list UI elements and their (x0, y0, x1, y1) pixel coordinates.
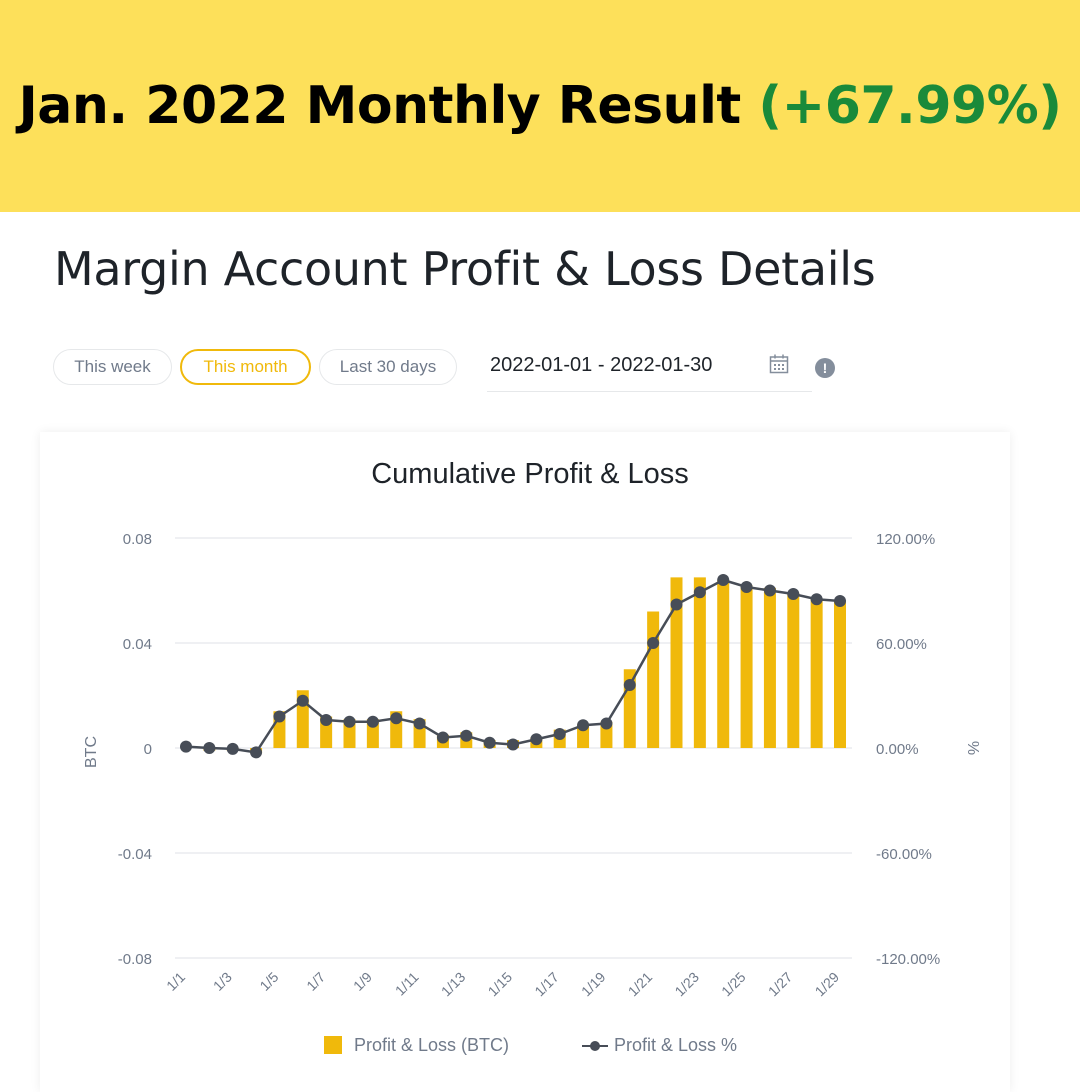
calendar-icon[interactable] (769, 354, 789, 374)
line-point[interactable] (296, 694, 309, 707)
line-point[interactable] (366, 715, 379, 728)
y-tick-label: 0.08 (123, 531, 152, 548)
x-tick-label: 1/1 (163, 969, 188, 994)
line-point[interactable] (436, 731, 449, 744)
x-tick-label: 1/21 (625, 969, 656, 1000)
x-tick-label: 1/3 (210, 969, 235, 994)
header-banner: Jan. 2022 Monthly Result (+67.99%) (0, 0, 1080, 212)
line-point[interactable] (787, 588, 800, 600)
line-point[interactable] (507, 738, 519, 751)
y2-tick-label: 60.00% (876, 636, 927, 653)
x-tick-label: 1/11 (392, 969, 422, 999)
bar[interactable] (693, 577, 706, 748)
line-point[interactable] (203, 742, 216, 754)
y2-tick-label: -120.00% (876, 951, 940, 968)
y2-axis-label: % (964, 741, 981, 755)
chart-title: Cumulative Profit & Loss (371, 458, 689, 490)
x-tick-label: 1/23 (671, 969, 702, 1000)
chart-card (40, 432, 1010, 1092)
line-point[interactable] (390, 712, 403, 725)
line-point[interactable] (226, 742, 239, 755)
line-point[interactable] (693, 586, 706, 599)
bar[interactable] (670, 577, 683, 748)
line-point[interactable] (320, 714, 333, 726)
y2-tick-label: 120.00% (876, 531, 935, 548)
line-point[interactable] (577, 719, 590, 732)
y-tick-label: 0 (144, 741, 152, 758)
line-point[interactable] (670, 598, 683, 611)
y-tick-label: 0.04 (123, 636, 152, 653)
banner-title-text: Jan. 2022 Monthly Result (18, 76, 741, 136)
info-icon[interactable]: ! (815, 358, 835, 378)
x-tick-label: 1/9 (350, 969, 375, 994)
legend-bar-swatch[interactable] (324, 1036, 342, 1054)
tab-this-week[interactable]: This week (53, 349, 172, 385)
tab-this-month[interactable]: This month (180, 349, 311, 385)
line-point[interactable] (717, 574, 730, 586)
line-point[interactable] (250, 746, 263, 759)
line-point[interactable] (483, 736, 496, 749)
line-point[interactable] (600, 717, 613, 730)
bar[interactable] (740, 585, 753, 748)
line-point[interactable] (343, 715, 356, 728)
y-tick-label: -0.04 (118, 846, 152, 863)
x-tick-label: 1/27 (765, 969, 796, 1000)
y2-tick-label: 0.00% (876, 741, 919, 758)
line-point[interactable] (647, 637, 660, 649)
line-point[interactable] (460, 729, 473, 742)
x-tick-label: 1/5 (256, 969, 281, 994)
legend-bar-label[interactable]: Profit & Loss (BTC) (354, 1035, 510, 1055)
line-point[interactable] (810, 593, 823, 606)
page-title: Margin Account Profit & Loss Details (54, 242, 876, 296)
x-tick-label: 1/7 (303, 969, 328, 994)
x-tick-label: 1/29 (812, 969, 843, 1000)
line-point[interactable] (273, 710, 286, 723)
banner-title: Jan. 2022 Monthly Result (+67.99%) (0, 76, 1080, 136)
x-tick-label: 1/15 (485, 969, 516, 1000)
line-point[interactable] (740, 581, 753, 593)
bar[interactable] (717, 580, 730, 748)
line-point[interactable] (530, 733, 543, 746)
line-point[interactable] (180, 740, 192, 753)
bar[interactable] (763, 587, 776, 748)
x-tick-label: 1/13 (438, 969, 469, 1000)
y-axis-label: BTC (83, 736, 100, 768)
bar[interactable] (810, 598, 823, 748)
x-tick-label: 1/25 (718, 969, 749, 1000)
banner-percentage: (+67.99%) (758, 76, 1062, 136)
legend-line-swatch[interactable] (582, 1034, 608, 1058)
y2-tick-label: -60.00% (876, 846, 932, 863)
x-tick-label: 1/19 (578, 969, 609, 1000)
line-point[interactable] (623, 679, 636, 691)
bar[interactable] (834, 601, 846, 748)
line-point[interactable] (763, 584, 776, 597)
line-point[interactable] (834, 595, 846, 607)
legend-line-label[interactable]: Profit & Loss % (614, 1035, 738, 1055)
bar[interactable] (647, 611, 660, 749)
date-range-underline (487, 391, 812, 392)
bar[interactable] (787, 593, 800, 748)
line-point[interactable] (413, 717, 426, 730)
x-tick-label: 1/17 (531, 969, 562, 1000)
line-point[interactable] (553, 728, 566, 740)
date-range-input[interactable]: 2022-01-01 - 2022-01-30 (490, 354, 713, 376)
y-tick-label: -0.08 (118, 951, 152, 968)
tab-last-30-days[interactable]: Last 30 days (319, 349, 457, 385)
